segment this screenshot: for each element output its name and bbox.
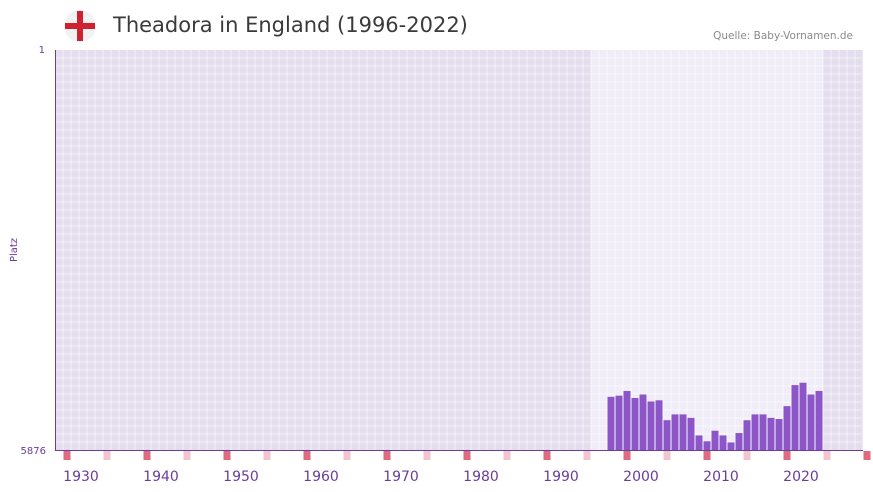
y-tick-label-top: 1: [39, 45, 45, 56]
bar-2013: [743, 420, 751, 450]
bar-2009: [711, 430, 719, 450]
year-tick-markers: [63, 451, 871, 460]
bar-2007: [695, 435, 703, 450]
bar-2004: [671, 414, 679, 450]
bar-2010: [719, 435, 727, 450]
tick-marker-1953: [263, 451, 271, 460]
tick-marker-1968: [383, 451, 391, 460]
tick-marker-1958: [303, 451, 311, 460]
tick-marker-2013: [743, 451, 751, 460]
bar-2000: [639, 394, 647, 450]
grid-lines: [54, 50, 864, 450]
x-tick-label-2000: 2000: [623, 469, 659, 485]
x-tick-label-2020: 2020: [783, 469, 819, 485]
bar-1999: [631, 397, 639, 450]
bar-2008: [703, 441, 711, 450]
bar-2001: [647, 401, 655, 450]
bar-2022: [815, 390, 823, 450]
tick-marker-2003: [663, 451, 671, 460]
bar-2011: [727, 442, 735, 450]
bar-2014: [751, 414, 759, 450]
tick-marker-1928: [63, 451, 71, 460]
y-tick-label-bottom: 5876: [21, 446, 46, 457]
bar-1997: [615, 395, 623, 450]
tick-marker-2028: [863, 451, 871, 460]
bar-1998: [623, 390, 631, 450]
bar-2002: [655, 400, 663, 450]
tick-marker-1938: [143, 451, 151, 460]
tick-marker-1948: [223, 451, 231, 460]
tick-marker-1963: [343, 451, 351, 460]
bar-2018: [783, 406, 791, 450]
x-tick-label-1970: 1970: [383, 469, 419, 485]
x-tick-label-2010: 2010: [703, 469, 739, 485]
bar-2020: [799, 382, 807, 450]
tick-marker-1998: [623, 451, 631, 460]
tick-marker-1943: [183, 451, 191, 460]
bar-series: [607, 382, 823, 450]
bar-1996: [607, 396, 615, 450]
y-axis-label: Platz: [9, 238, 20, 262]
tick-marker-2023: [823, 451, 831, 460]
tick-marker-1978: [463, 451, 471, 460]
tick-marker-1988: [543, 451, 551, 460]
x-tick-label-1940: 1940: [143, 469, 179, 485]
bar-2017: [775, 419, 783, 450]
x-tick-label-1930: 1930: [63, 469, 99, 485]
tick-marker-1993: [583, 451, 591, 460]
tick-marker-1933: [103, 451, 111, 460]
source-credit: Quelle: Baby-Vornamen.de: [713, 30, 853, 42]
x-tick-labels: 1930 1940 1950 1960 1970 1980 1990 2000 2010 2020: [63, 469, 819, 485]
bar-2021: [807, 394, 815, 450]
x-tick-label-1950: 1950: [223, 469, 259, 485]
bar-2015: [759, 414, 767, 450]
bar-2006: [687, 417, 695, 450]
x-tick-label-1980: 1980: [463, 469, 499, 485]
tick-marker-1983: [503, 451, 511, 460]
tick-marker-2008: [703, 451, 711, 460]
bar-2016: [767, 417, 775, 450]
tick-marker-2018: [783, 451, 791, 460]
chart-title: Theadora in England (1996-2022): [113, 13, 468, 37]
tick-marker-1973: [423, 451, 431, 460]
bar-2019: [791, 385, 799, 450]
x-tick-label-1990: 1990: [543, 469, 579, 485]
bar-2005: [679, 414, 687, 450]
bar-2012: [735, 433, 743, 450]
england-flag-icon: [64, 10, 96, 42]
bar-2003: [663, 420, 671, 450]
x-tick-label-1960: 1960: [303, 469, 339, 485]
